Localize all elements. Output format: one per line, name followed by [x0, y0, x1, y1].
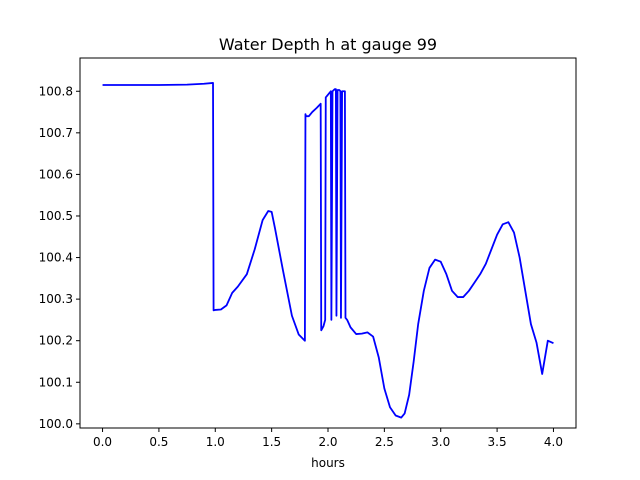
x-tick-label: 1.0 — [206, 435, 225, 449]
y-tick-label: 100.3 — [39, 292, 73, 306]
x-tick-label: 2.0 — [318, 435, 337, 449]
x-tick-label: 3.5 — [488, 435, 507, 449]
x-tick-label: 1.5 — [262, 435, 281, 449]
x-axis-label: hours — [311, 456, 345, 470]
x-tick-label: 3.0 — [431, 435, 450, 449]
y-tick-label: 100.5 — [39, 209, 73, 223]
y-tick-label: 100.6 — [39, 167, 73, 181]
x-axis: 0.0 0.5 1.0 1.5 2.0 2.5 3.0 3.5 4.0 — [93, 428, 563, 449]
x-tick-label: 4.0 — [544, 435, 563, 449]
x-tick-label: 0.0 — [93, 435, 112, 449]
y-tick-label: 100.8 — [39, 84, 73, 98]
y-axis: 100.0 100.1 100.2 100.3 100.4 100.5 100.6 100.7… — [39, 84, 80, 431]
x-tick-label: 2.5 — [375, 435, 394, 449]
y-tick-label: 100.7 — [39, 126, 73, 140]
chart-title: Water Depth h at gauge 99 — [219, 35, 437, 54]
y-tick-label: 100.1 — [39, 375, 73, 389]
x-tick-label: 0.5 — [149, 435, 168, 449]
y-tick-label: 100.4 — [39, 251, 73, 265]
y-tick-label: 100.2 — [39, 334, 73, 348]
series-line — [102, 82, 554, 419]
y-tick-label: 100.0 — [39, 417, 73, 431]
